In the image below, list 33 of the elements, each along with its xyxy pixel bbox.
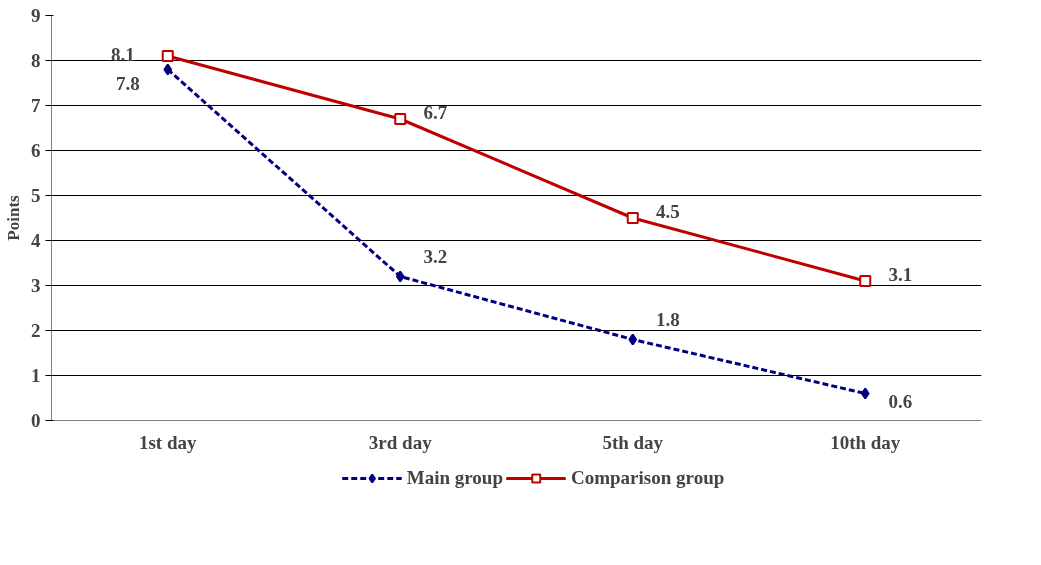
- y-tick-label: 9: [31, 5, 41, 26]
- y-tick-label: 6: [31, 140, 41, 161]
- point: [395, 270, 405, 283]
- point: [161, 50, 174, 62]
- data-label: 7.8: [115, 72, 140, 94]
- y-tick-label: 1: [31, 365, 41, 386]
- legend-label: Comparison group: [571, 466, 725, 489]
- y-tick-label: 2: [31, 320, 41, 341]
- point: [628, 333, 638, 346]
- x-tick-label: 1st day: [138, 431, 198, 453]
- y-tick-label: 3: [31, 275, 41, 296]
- y-tick-label: 5: [31, 185, 41, 206]
- data-label: 0.6: [888, 390, 913, 412]
- data-label: 4.5: [655, 201, 680, 222]
- x-tick-label: 5th day: [602, 431, 664, 453]
- point: [860, 387, 870, 400]
- point: [163, 63, 173, 76]
- data-label: 3.1: [888, 264, 913, 285]
- y-tick-label: 0: [31, 410, 41, 431]
- point: [859, 275, 872, 287]
- y-tick-label: 8: [31, 50, 41, 71]
- data-label: 6.7: [423, 102, 448, 123]
- point: [394, 113, 407, 125]
- point: [626, 212, 639, 224]
- x-tick-label: 10th day: [830, 431, 901, 453]
- y-tick-label: 7: [31, 95, 41, 116]
- data-label: 8.1: [110, 44, 135, 65]
- y-tick-label: 4: [31, 230, 41, 251]
- legend-label: Main group: [406, 466, 503, 489]
- y-axis-title: Points: [4, 194, 23, 241]
- data-label: 1.8: [655, 308, 680, 330]
- x-tick-label: 3rd day: [368, 431, 433, 453]
- data-label: 3.2: [423, 245, 448, 267]
